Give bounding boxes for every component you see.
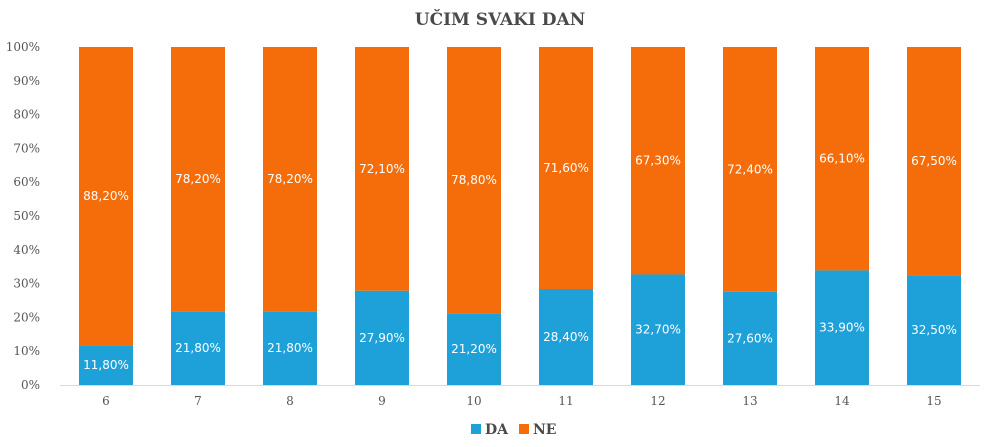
y-tick-label: 20% bbox=[13, 310, 40, 324]
x-tick-label: 9 bbox=[378, 394, 386, 408]
data-label: 11,80% bbox=[83, 358, 129, 372]
data-label: 33,90% bbox=[819, 321, 865, 335]
data-label: 67,30% bbox=[635, 154, 681, 168]
chart-title: UČIM SVAKI DAN bbox=[415, 9, 586, 30]
y-tick-label: 40% bbox=[13, 243, 40, 257]
data-label: 67,50% bbox=[911, 154, 957, 168]
bar-ne-15 bbox=[907, 47, 961, 276]
y-tick-label: 80% bbox=[13, 108, 40, 122]
y-tick-label: 60% bbox=[13, 175, 40, 189]
legend-label-ne: NE bbox=[533, 422, 556, 438]
data-label: 78,80% bbox=[451, 173, 497, 187]
data-label: 27,90% bbox=[359, 331, 405, 345]
legend-swatch-ne bbox=[519, 424, 529, 434]
y-tick-label: 100% bbox=[6, 40, 40, 54]
data-label: 28,40% bbox=[543, 330, 589, 344]
x-tick-label: 6 bbox=[102, 394, 110, 408]
data-label: 72,40% bbox=[727, 162, 773, 176]
bar-da-14 bbox=[815, 270, 869, 385]
data-label: 21,20% bbox=[451, 342, 497, 356]
bar-ne-13 bbox=[723, 47, 777, 292]
bar-da-10 bbox=[447, 313, 501, 385]
data-label: 72,10% bbox=[359, 162, 405, 176]
bar-da-15 bbox=[907, 275, 961, 385]
data-label: 21,80% bbox=[267, 341, 313, 355]
x-axis-ticks: 6 7 8 9 10 11 12 13 14 15 bbox=[102, 394, 941, 408]
legend-swatch-da bbox=[471, 424, 481, 434]
x-tick-label: 13 bbox=[742, 394, 757, 408]
bar-ne-10 bbox=[447, 47, 501, 314]
bar-ne-14 bbox=[815, 47, 869, 271]
x-tick-label: 15 bbox=[926, 394, 941, 408]
x-tick-label: 10 bbox=[466, 394, 481, 408]
bar-ne-7 bbox=[171, 47, 225, 312]
legend-label-da: DA bbox=[485, 422, 509, 438]
y-tick-label: 90% bbox=[13, 74, 40, 88]
x-tick-label: 8 bbox=[286, 394, 294, 408]
data-label: 32,50% bbox=[911, 323, 957, 337]
bar-da-9 bbox=[355, 290, 409, 385]
y-tick-label: 0% bbox=[21, 378, 40, 392]
x-tick-label: 7 bbox=[194, 394, 202, 408]
bar-ne-9 bbox=[355, 47, 409, 291]
bar-da-7 bbox=[171, 311, 225, 385]
bar-da-13 bbox=[723, 291, 777, 385]
data-label: 88,20% bbox=[83, 189, 129, 203]
y-tick-label: 30% bbox=[13, 277, 40, 291]
bar-ne-12 bbox=[631, 47, 685, 275]
bar-ne-8 bbox=[263, 47, 317, 312]
y-tick-label: 10% bbox=[13, 344, 40, 358]
legend: DA NE bbox=[471, 422, 556, 438]
x-tick-label: 12 bbox=[650, 394, 665, 408]
data-label: 32,70% bbox=[635, 323, 681, 337]
data-label: 78,20% bbox=[267, 172, 313, 186]
bar-da-6 bbox=[79, 345, 133, 385]
bar-ne-11 bbox=[539, 47, 593, 290]
y-tick-label: 50% bbox=[13, 209, 40, 223]
bars: 11,80% 88,20% 21,80% 78,20% 21,80% 78,20% 27,9… bbox=[79, 47, 961, 385]
data-label: 71,60% bbox=[543, 161, 589, 175]
data-label: 66,10% bbox=[819, 152, 865, 166]
bar-da-8 bbox=[263, 311, 317, 385]
y-axis-ticks: 0% 10% 20% 30% 40% 50% 60% 70% 80% 90% 100% bbox=[6, 40, 980, 392]
x-tick-label: 14 bbox=[834, 394, 850, 408]
data-label: 27,60% bbox=[727, 331, 773, 345]
bar-da-12 bbox=[631, 274, 685, 385]
y-tick-label: 70% bbox=[13, 141, 40, 155]
bar-ne-6 bbox=[79, 47, 133, 346]
data-label: 78,20% bbox=[175, 172, 221, 186]
x-tick-label: 11 bbox=[558, 394, 573, 408]
bar-da-11 bbox=[539, 289, 593, 385]
data-label: 21,80% bbox=[175, 341, 221, 355]
